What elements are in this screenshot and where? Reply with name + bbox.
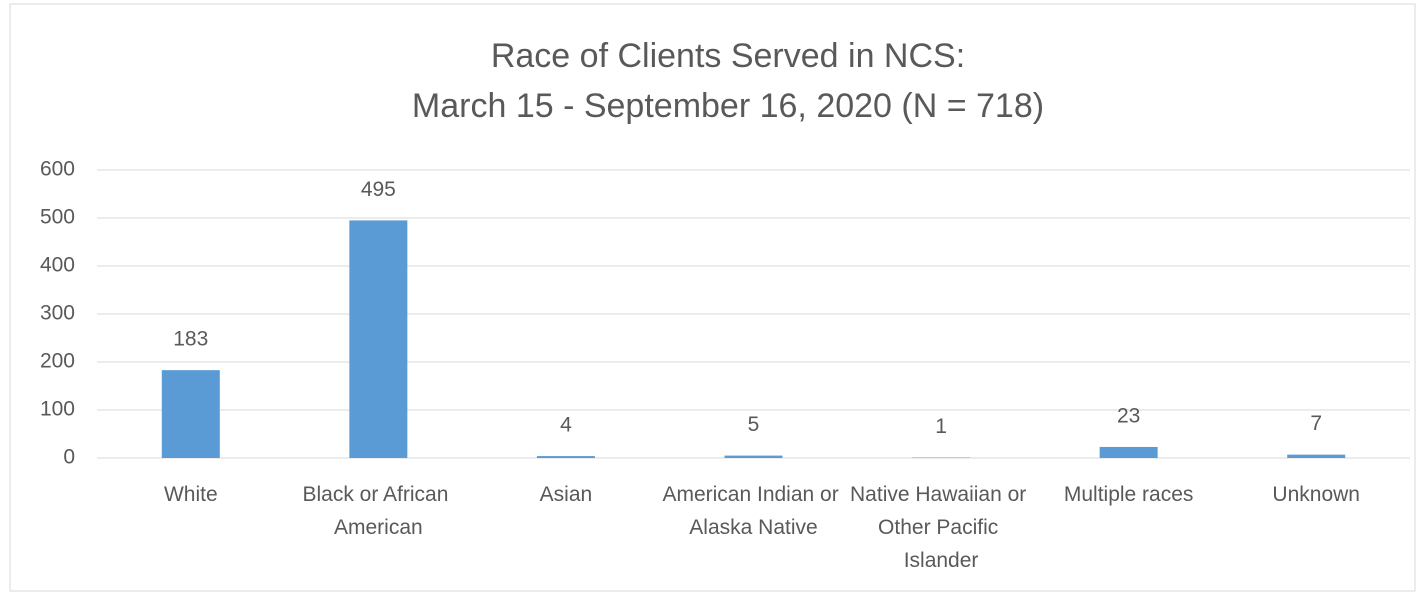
chart-subtitle: March 15 - September 16, 2020 (N = 718) (412, 87, 1044, 125)
data-label: 1 (935, 415, 947, 438)
y-tick-label: 300 (40, 302, 75, 325)
y-tick-label: 500 (40, 206, 75, 229)
x-tick-label: Asian (540, 483, 593, 506)
data-label: 4 (560, 414, 572, 437)
x-tick-label: Multiple races (1064, 483, 1194, 506)
y-tick-label: 0 (63, 446, 75, 469)
y-tick-label: 100 (40, 398, 75, 421)
x-tick-label: American Indian or Alaska Native (662, 483, 844, 539)
data-label: 23 (1117, 405, 1140, 428)
data-label: 183 (173, 328, 208, 351)
data-label: 495 (361, 178, 396, 201)
bar (1287, 454, 1346, 458)
bar (161, 370, 220, 458)
y-tick-label: 200 (40, 350, 75, 373)
bar (349, 220, 408, 458)
x-tick-label: Native Hawaiian or Other Pacific Islande… (850, 483, 1032, 572)
x-tick-label: White (164, 483, 218, 506)
chart-title: Race of Clients Served in NCS: (491, 37, 965, 75)
x-tick-label: Black or African American (302, 483, 454, 539)
bar (536, 456, 595, 458)
bar (1099, 446, 1158, 458)
chart-frame (9, 3, 1416, 592)
bar (724, 455, 783, 458)
y-tick-label: 400 (40, 254, 75, 277)
x-tick-label: Unknown (1272, 483, 1360, 506)
data-label: 5 (748, 413, 760, 436)
y-tick-label: 600 (40, 158, 75, 181)
data-label: 7 (1310, 412, 1322, 435)
